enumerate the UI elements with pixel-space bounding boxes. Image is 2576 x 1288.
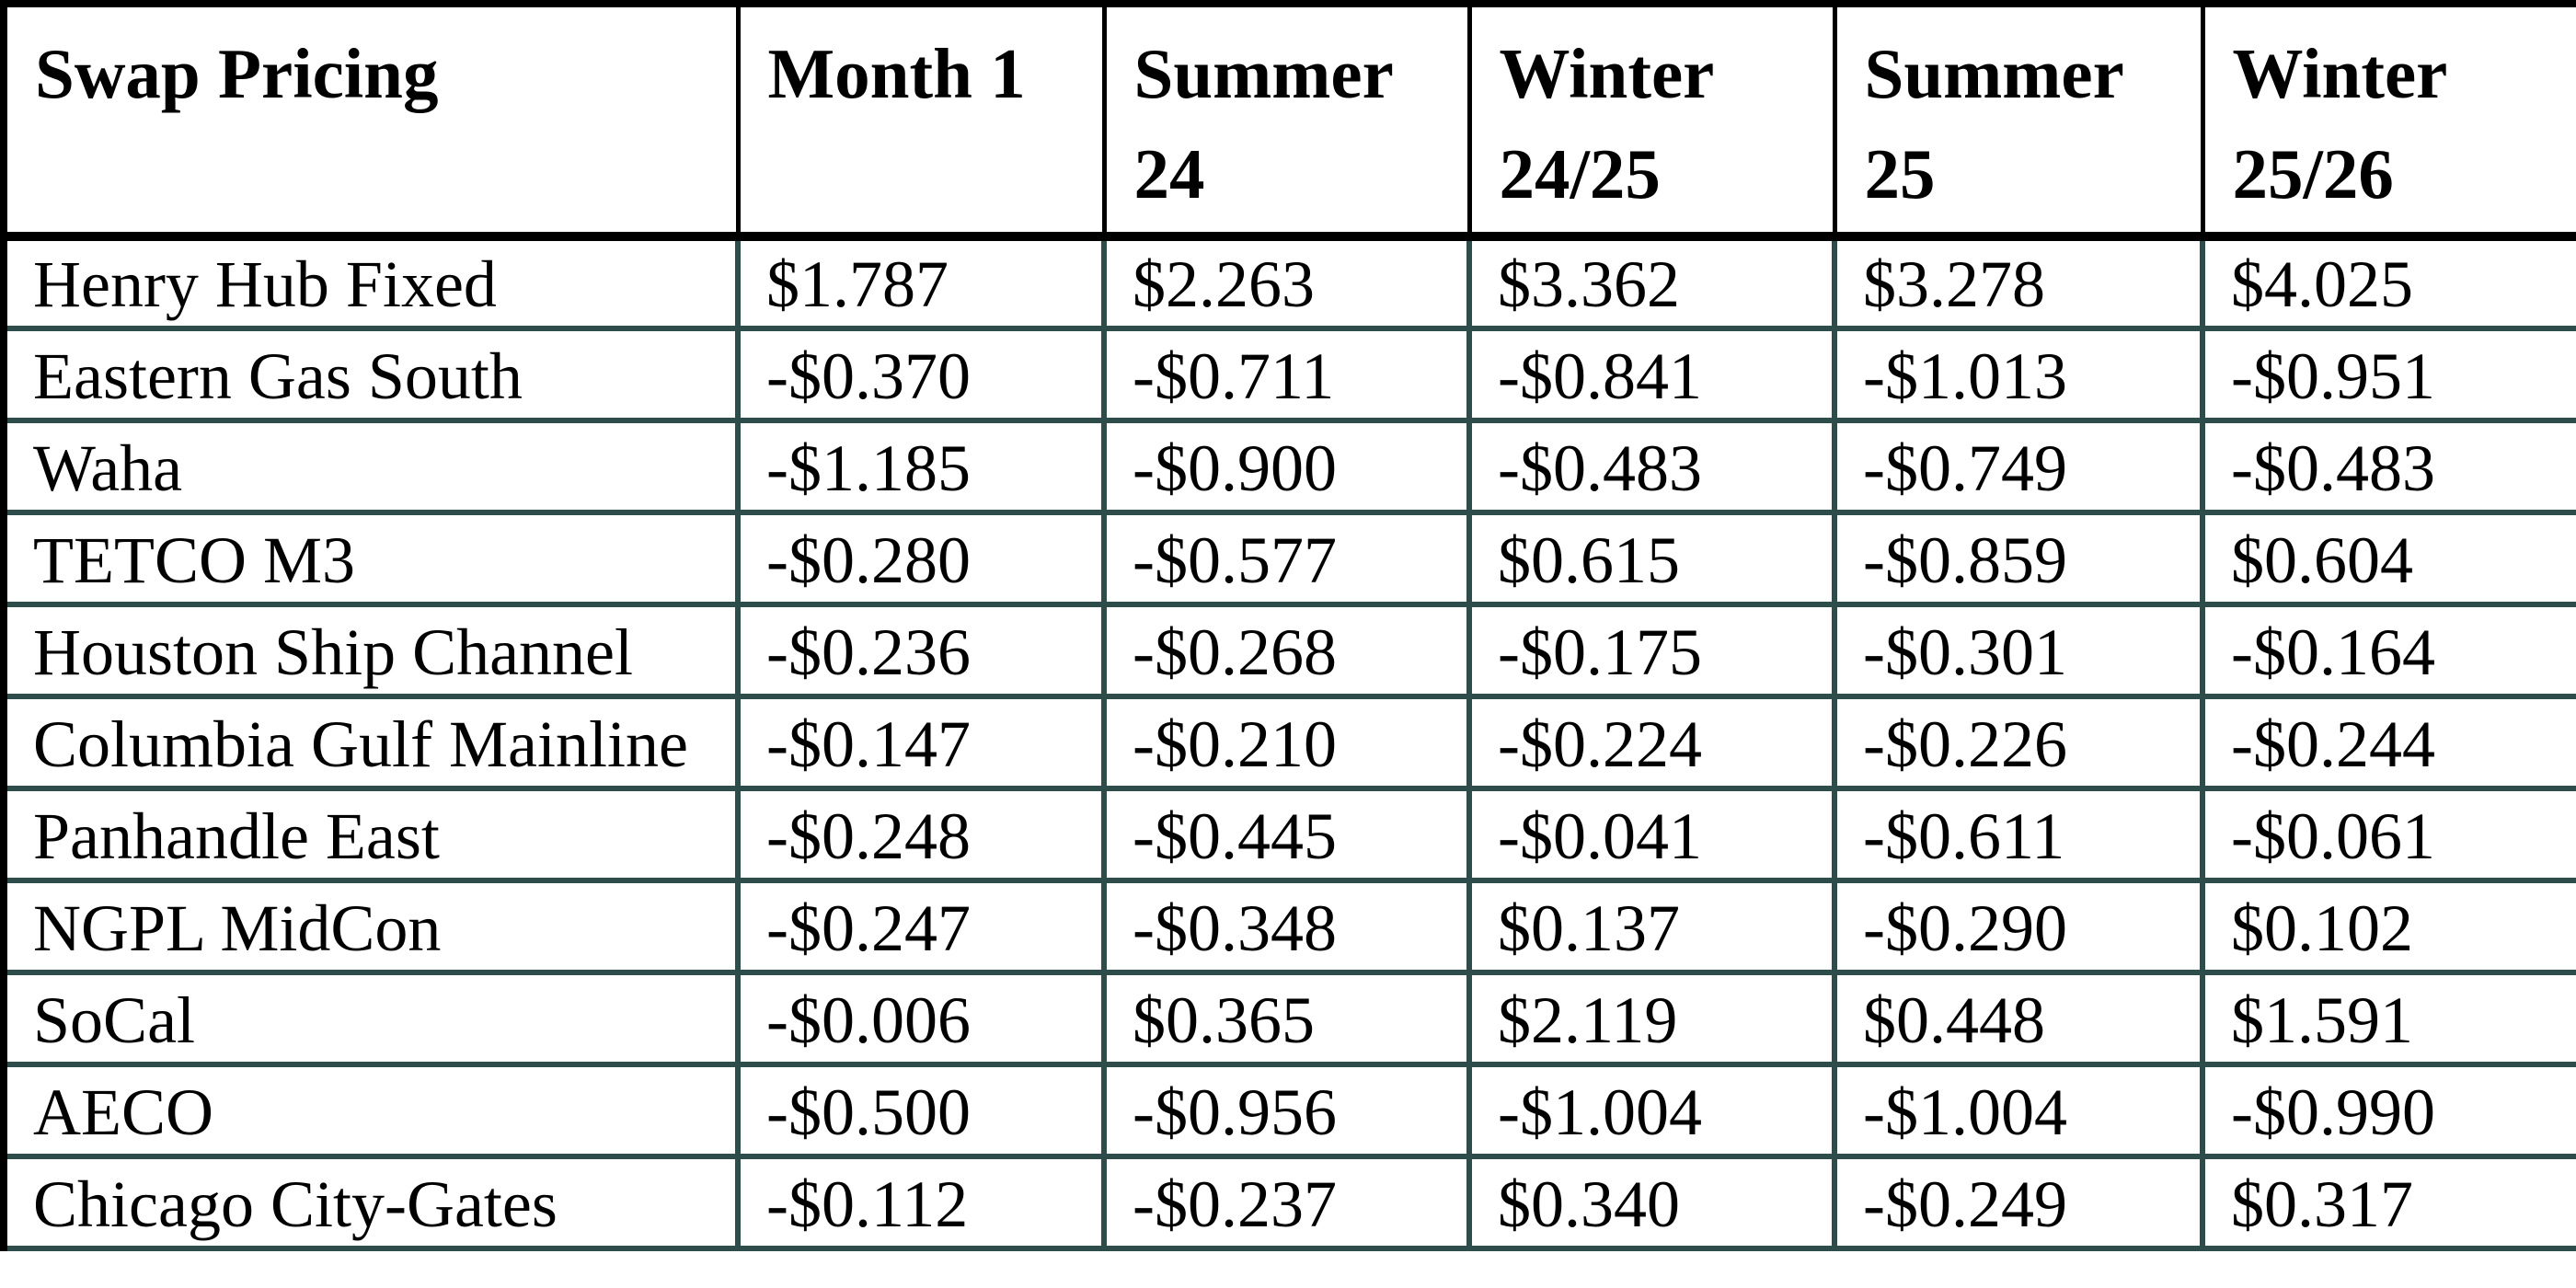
cell-value: -$0.226	[1832, 694, 2205, 791]
cell-value: -$0.841	[1466, 326, 1837, 423]
table-row-socal: SoCal -$0.006 $0.365 $2.119 $0.448 $1.59…	[0, 970, 2576, 1067]
header-swap-pricing: Swap Pricing	[0, 0, 741, 241]
row-label: Waha	[0, 418, 741, 515]
cell-value: -$0.175	[1466, 602, 1837, 699]
cell-value: -$0.249	[1832, 1154, 2205, 1251]
table-row-tetco-m3: TETCO M3 -$0.280 -$0.577 $0.615 -$0.859 …	[0, 510, 2576, 607]
cell-value: -$0.859	[1832, 510, 2205, 607]
cell-value: -$0.483	[1466, 418, 1837, 515]
cell-value: -$0.290	[1832, 878, 2205, 975]
cell-value: -$0.210	[1101, 694, 1472, 791]
row-label: Chicago City-Gates	[0, 1154, 741, 1251]
row-label: SoCal	[0, 970, 741, 1067]
row-label: Eastern Gas South	[0, 326, 741, 423]
cell-value: -$1.004	[1466, 1062, 1837, 1159]
header-label: Winter	[2232, 34, 2448, 113]
cell-value: $1.787	[735, 234, 1107, 331]
cell-value: -$0.370	[735, 326, 1107, 423]
header-label: Swap Pricing	[35, 34, 439, 113]
row-label: AECO	[0, 1062, 741, 1159]
cell-value: -$0.956	[1101, 1062, 1472, 1159]
cell-value: -$0.301	[1832, 602, 2205, 699]
cell-value: $0.448	[1832, 970, 2205, 1067]
cell-value: $2.119	[1466, 970, 1837, 1067]
table-row-waha: Waha -$1.185 -$0.900 -$0.483 -$0.749 -$0…	[0, 418, 2576, 515]
header-summer-24: Summer 24	[1101, 0, 1472, 241]
table-row-eastern-gas-south: Eastern Gas South -$0.370 -$0.711 -$0.84…	[0, 326, 2576, 423]
row-label: Panhandle East	[0, 786, 741, 883]
cell-value: -$0.990	[2200, 1062, 2576, 1159]
header-label-line2: 24	[1133, 134, 1205, 214]
header-label-line2: 25/26	[2232, 134, 2394, 214]
cell-value: -$0.348	[1101, 878, 1472, 975]
table-body: Henry Hub Fixed $1.787 $2.263 $3.362 $3.…	[0, 234, 2576, 1251]
cell-value: -$0.900	[1101, 418, 1472, 515]
cell-value: -$0.483	[2200, 418, 2576, 515]
cell-value: -$0.280	[735, 510, 1107, 607]
cell-value: $0.137	[1466, 878, 1837, 975]
row-label: Henry Hub Fixed	[0, 234, 741, 331]
cell-value: $1.591	[2200, 970, 2576, 1067]
cell-value: $3.362	[1466, 234, 1837, 331]
cell-value: -$0.749	[1832, 418, 2205, 515]
cell-value: $3.278	[1832, 234, 2205, 331]
cell-value: $0.340	[1466, 1154, 1837, 1251]
cell-value: -$0.268	[1101, 602, 1472, 699]
header-label: Winter	[1499, 34, 1715, 113]
cell-value: -$0.112	[735, 1154, 1107, 1251]
cell-value: -$0.237	[1101, 1154, 1472, 1251]
header-label-line2: 25	[1864, 134, 1936, 214]
cell-value: -$0.951	[2200, 326, 2576, 423]
cell-value: -$0.224	[1466, 694, 1837, 791]
row-label: Columbia Gulf Mainline	[0, 694, 741, 791]
swap-pricing-table: Swap Pricing Month 1 Summer 24 Winter 24/2…	[0, 0, 2576, 1251]
cell-value: -$0.711	[1101, 326, 1472, 423]
cell-value: $0.365	[1101, 970, 1472, 1067]
cell-value: -$0.244	[2200, 694, 2576, 791]
cell-value: -$0.500	[735, 1062, 1107, 1159]
cell-value: $0.102	[2200, 878, 2576, 975]
table-row-aeco: AECO -$0.500 -$0.956 -$1.004 -$1.004 -$0…	[0, 1062, 2576, 1159]
header-winter-25-26: Winter 25/26	[2200, 0, 2576, 241]
cell-value: -$0.006	[735, 970, 1107, 1067]
header-winter-24-25: Winter 24/25	[1466, 0, 1837, 241]
cell-value: $0.317	[2200, 1154, 2576, 1251]
header-label: Summer	[1864, 34, 2124, 113]
cell-value: -$0.577	[1101, 510, 1472, 607]
cell-value: -$1.013	[1832, 326, 2205, 423]
cell-value: -$1.185	[735, 418, 1107, 515]
cell-value: -$0.611	[1832, 786, 2205, 883]
row-label: Houston Ship Channel	[0, 602, 741, 699]
cell-value: -$0.147	[735, 694, 1107, 791]
cell-value: -$0.248	[735, 786, 1107, 883]
table-row-houston-ship-channel: Houston Ship Channel -$0.236 -$0.268 -$0…	[0, 602, 2576, 699]
row-label: TETCO M3	[0, 510, 741, 607]
cell-value: -$0.445	[1101, 786, 1472, 883]
cell-value: -$0.041	[1466, 786, 1837, 883]
header-row: Swap Pricing Month 1 Summer 24 Winter 24/2…	[0, 0, 2576, 241]
header-summer-25: Summer 25	[1832, 0, 2205, 241]
header-label: Summer	[1133, 34, 1394, 113]
cell-value: -$0.247	[735, 878, 1107, 975]
cell-value: -$0.236	[735, 602, 1107, 699]
row-label: NGPL MidCon	[0, 878, 741, 975]
cell-value: -$0.164	[2200, 602, 2576, 699]
cell-value: $2.263	[1101, 234, 1472, 331]
table-row-panhandle-east: Panhandle East -$0.248 -$0.445 -$0.041 -…	[0, 786, 2576, 883]
cell-value: -$0.061	[2200, 786, 2576, 883]
cell-value: $0.604	[2200, 510, 2576, 607]
header-month-1: Month 1	[735, 0, 1107, 241]
cell-value: -$1.004	[1832, 1062, 2205, 1159]
header-label: Month 1	[767, 34, 1026, 113]
table-header: Swap Pricing Month 1 Summer 24 Winter 24/2…	[0, 0, 2576, 241]
table-row-ngpl-midcon: NGPL MidCon -$0.247 -$0.348 $0.137 -$0.2…	[0, 878, 2576, 975]
table-row-chicago-city-gates: Chicago City-Gates -$0.112 -$0.237 $0.34…	[0, 1154, 2576, 1251]
header-label-line2: 24/25	[1499, 134, 1661, 214]
table-row-henry-hub-fixed: Henry Hub Fixed $1.787 $2.263 $3.362 $3.…	[0, 234, 2576, 331]
cell-value: $4.025	[2200, 234, 2576, 331]
cell-value: $0.615	[1466, 510, 1837, 607]
table-row-columbia-gulf-mainline: Columbia Gulf Mainline -$0.147 -$0.210 -…	[0, 694, 2576, 791]
